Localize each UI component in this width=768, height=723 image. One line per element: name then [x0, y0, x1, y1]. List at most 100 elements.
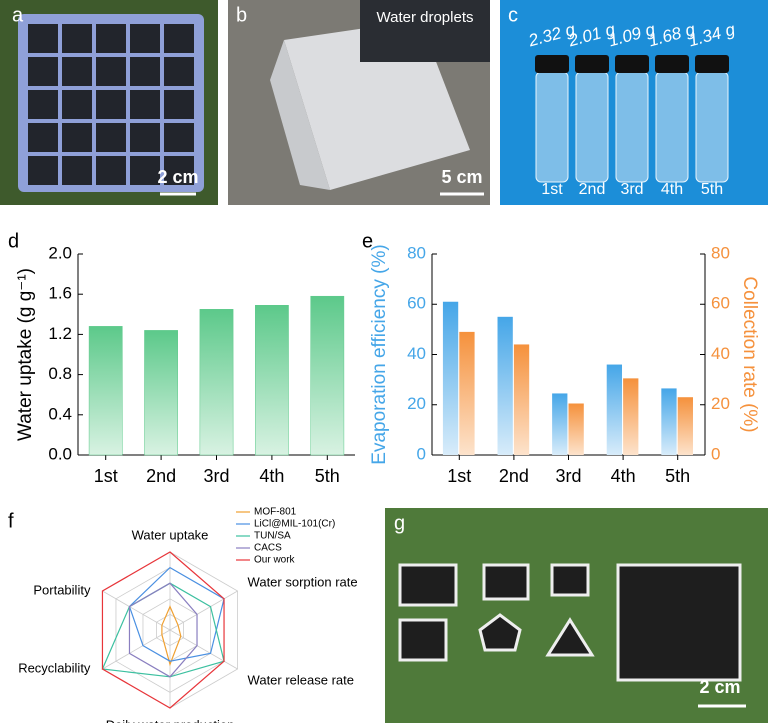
vial	[695, 71, 729, 183]
tray-cell	[96, 90, 126, 119]
y-tick-label: 0	[417, 444, 426, 463]
y2-tick-label: 20	[711, 394, 730, 413]
tray-cell	[130, 123, 160, 152]
y-tick-label: 60	[407, 294, 426, 313]
vial-label: 5th	[701, 181, 723, 198]
legend-label: LiCl@MIL-101(Cr)	[254, 519, 335, 530]
vial-cap	[575, 55, 609, 73]
tray-cell	[130, 24, 160, 53]
y2-tick-label: 40	[711, 344, 730, 363]
tray-cell	[96, 57, 126, 86]
bar	[513, 344, 530, 455]
x-tick-label: 3rd	[203, 466, 229, 486]
tray-cell	[164, 57, 194, 86]
inset-label: Water droplets	[377, 9, 474, 26]
panel-letter: c	[508, 4, 518, 26]
bar	[459, 331, 475, 455]
panel-letter: f	[8, 510, 14, 532]
tray-cell	[96, 24, 126, 53]
photo-g: g 2 cm	[385, 508, 768, 723]
tray-cell	[130, 156, 160, 185]
tray-cell	[164, 90, 194, 119]
vial	[535, 71, 569, 183]
bar	[677, 397, 693, 455]
y2-tick-label: 80	[711, 243, 730, 262]
tray-cell	[62, 24, 92, 53]
tray-cell	[62, 57, 92, 86]
photo-a: a 2 cm	[0, 0, 218, 205]
vial	[615, 71, 649, 183]
bar	[606, 364, 623, 455]
axis-label: Recyclability	[18, 660, 91, 675]
panel-letter: g	[394, 512, 405, 534]
bar	[442, 301, 459, 455]
axis-label: Daily water production	[106, 717, 235, 723]
x-tick-label: 2nd	[499, 466, 529, 486]
tray-cell	[62, 90, 92, 119]
tray-cell	[164, 123, 194, 152]
series-polygon	[101, 582, 225, 678]
vial	[575, 71, 609, 183]
panel-letter: e	[362, 230, 373, 252]
y-tick-label: 1.6	[48, 284, 72, 303]
bar	[552, 393, 568, 455]
tray-cell	[96, 156, 126, 185]
y-tick-label: 0.0	[48, 444, 72, 463]
y-tick-label: 2.0	[48, 243, 72, 262]
x-tick-label: 3rd	[555, 466, 581, 486]
bar	[255, 305, 289, 456]
axis-label: Water sorption rate	[248, 574, 358, 589]
x-tick-label: 5th	[665, 466, 690, 486]
y-tick-label: 1.2	[48, 324, 72, 343]
y-tick-label: 80	[407, 243, 426, 262]
y-tick-label: 0.8	[48, 364, 72, 383]
tray-cell	[96, 123, 126, 152]
x-tick-label: 5th	[315, 466, 340, 486]
scale-bar-label: 2 cm	[699, 677, 740, 697]
bar	[568, 403, 584, 455]
vial-cap	[615, 55, 649, 73]
legend-label: TUN/SA	[254, 531, 291, 542]
x-tick-label: 4th	[611, 466, 636, 486]
vial-cap	[655, 55, 689, 73]
axis-label: Water release rate	[248, 672, 354, 687]
bar	[661, 388, 677, 455]
radar-axis	[102, 590, 171, 631]
legend-label: CACS	[254, 543, 282, 554]
x-tick-label: 1st	[447, 466, 471, 486]
tray-cell	[62, 156, 92, 185]
bar	[623, 378, 639, 455]
photo-b: Water droplets b 5 cm	[228, 0, 490, 205]
y2-axis-label: Collection rate (%)	[739, 276, 760, 432]
panel-letter: a	[12, 4, 24, 26]
radar-axis	[102, 629, 171, 670]
tray-cell	[28, 156, 58, 185]
scale-bar-label: 2 cm	[157, 167, 198, 187]
legend-label: MOF-801	[254, 507, 297, 518]
y-axis-label: Evaporation efficiency (%)	[369, 244, 390, 464]
bar	[88, 326, 123, 456]
bar	[310, 295, 345, 456]
axis-label: Water uptake	[132, 527, 209, 542]
legend-label: Our work	[254, 555, 296, 566]
tray-cell	[164, 156, 194, 185]
tray-cell	[28, 24, 58, 53]
x-tick-label: 1st	[94, 466, 118, 486]
radar-axis	[169, 590, 238, 631]
vial-cap	[695, 55, 729, 73]
series-polygon	[128, 582, 198, 678]
y2-tick-label: 0	[711, 444, 720, 463]
y-tick-label: 0.4	[48, 404, 72, 423]
y2-tick-label: 60	[711, 294, 730, 313]
y-tick-label: 40	[407, 344, 426, 363]
vial-label: 1st	[541, 181, 563, 198]
tray-cell	[28, 90, 58, 119]
bar	[199, 309, 234, 456]
vial-cap	[535, 55, 569, 73]
vial-label: 4th	[661, 181, 683, 198]
vial-label: 3rd	[620, 181, 643, 198]
bar	[144, 330, 178, 456]
tray-cell	[164, 24, 194, 53]
